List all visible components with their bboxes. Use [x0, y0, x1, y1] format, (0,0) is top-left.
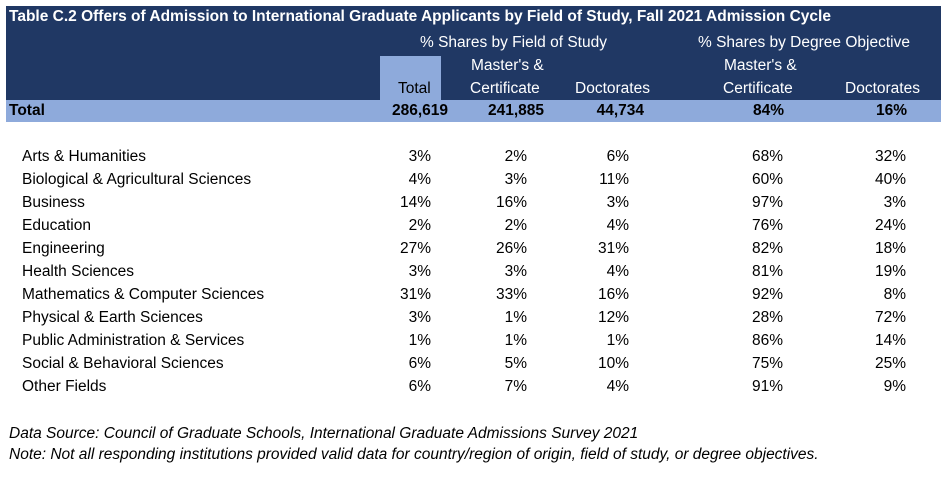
data-source-note: Data Source: Council of Graduate Schools… [9, 425, 639, 442]
row-doc: 6% [606, 148, 629, 165]
row-pct-doc: 40% [874, 171, 906, 188]
total-row-label: Total [9, 102, 45, 119]
row-pct-mc: 28% [751, 309, 783, 326]
row-pct-doc: 3% [883, 194, 906, 211]
table-row: Mathematics & Computer Sciences 31% 33% … [6, 283, 941, 306]
row-label: Education [22, 217, 91, 234]
col-header-mc2-line2: Certificate [723, 80, 793, 97]
row-total: 2% [408, 217, 431, 234]
row-total: 27% [399, 240, 431, 257]
total-row-total: 286,619 [391, 102, 448, 119]
row-total: 1% [408, 332, 431, 349]
row-mc: 2% [504, 217, 527, 234]
row-mc: 2% [504, 148, 527, 165]
row-pct-mc: 97% [751, 194, 783, 211]
row-mc: 3% [504, 171, 527, 188]
table-title: Table C.2 Offers of Admission to Interna… [6, 6, 941, 28]
row-pct-mc: 86% [751, 332, 783, 349]
row-label: Physical & Earth Sciences [22, 309, 203, 326]
total-column-header-highlight [380, 56, 441, 100]
row-pct-doc: 18% [874, 240, 906, 257]
row-label: Health Sciences [22, 263, 135, 280]
row-total: 3% [408, 263, 431, 280]
row-total: 3% [408, 148, 431, 165]
row-mc: 26% [495, 240, 527, 257]
table-row: Engineering 27% 26% 31% 82% 18% [6, 237, 941, 260]
row-mc: 33% [495, 286, 527, 303]
col-header-mc-line2: Certificate [470, 80, 540, 97]
total-row-mc: 241,885 [487, 102, 544, 119]
row-pct-doc: 9% [883, 378, 906, 395]
row-pct-doc: 19% [874, 263, 906, 280]
row-doc: 1% [606, 332, 629, 349]
row-label: Social & Behavioral Sciences [22, 355, 224, 372]
row-total: 3% [408, 309, 431, 326]
row-label: Arts & Humanities [22, 148, 147, 165]
table-row: Arts & Humanities 3% 2% 6% 68% 32% [6, 145, 941, 168]
col-header-total: Total [398, 80, 431, 97]
row-pct-mc: 60% [751, 171, 783, 188]
row-doc: 16% [597, 286, 629, 303]
col-header-doctorates-2: Doctorates [845, 80, 920, 97]
row-doc: 3% [606, 194, 629, 211]
row-pct-mc: 81% [751, 263, 783, 280]
row-doc: 4% [606, 217, 629, 234]
row-label: Other Fields [22, 378, 107, 395]
row-label: Business [22, 194, 85, 211]
table-row: Public Administration & Services 1% 1% 1… [6, 329, 941, 352]
table-row: Education 2% 2% 4% 76% 24% [6, 214, 941, 237]
row-pct-mc: 68% [751, 148, 783, 165]
row-pct-mc: 82% [751, 240, 783, 257]
table-row: Health Sciences 3% 3% 4% 81% 19% [6, 260, 941, 283]
row-mc: 1% [504, 332, 527, 349]
row-pct-mc: 91% [751, 378, 783, 395]
row-doc: 31% [597, 240, 629, 257]
table-row: Physical & Earth Sciences 3% 1% 12% 28% … [6, 306, 941, 329]
row-pct-mc: 76% [751, 217, 783, 234]
col-header-mc2-line1: Master's & [724, 57, 797, 74]
row-total: 6% [408, 378, 431, 395]
table-row: Biological & Agricultural Sciences 4% 3%… [6, 168, 941, 191]
row-label: Biological & Agricultural Sciences [22, 171, 252, 188]
row-label: Mathematics & Computer Sciences [22, 286, 265, 303]
row-doc: 11% [599, 171, 629, 188]
row-pct-mc: 75% [751, 355, 783, 372]
row-mc: 5% [504, 355, 527, 372]
degree-objective-group-header: % Shares by Degree Objective [698, 34, 910, 51]
table-row: Other Fields 6% 7% 4% 91% 9% [6, 375, 941, 398]
row-mc: 16% [495, 194, 527, 211]
total-row: Total 286,619 241,885 44,734 84% 16% [6, 100, 941, 122]
col-header-mc-line1: Master's & [471, 57, 544, 74]
row-pct-mc: 92% [751, 286, 783, 303]
row-mc: 7% [504, 378, 527, 395]
total-row-pct-mc: 84% [752, 102, 784, 119]
row-label: Engineering [22, 240, 105, 257]
row-total: 31% [399, 286, 431, 303]
row-pct-doc: 72% [874, 309, 906, 326]
row-pct-doc: 32% [874, 148, 906, 165]
table-row: Business 14% 16% 3% 97% 3% [6, 191, 941, 214]
footnote: Note: Not all responding institutions pr… [9, 446, 819, 463]
row-doc: 12% [597, 309, 629, 326]
row-doc: 4% [606, 263, 629, 280]
total-row-doc: 44,734 [596, 102, 644, 119]
row-mc: 3% [504, 263, 527, 280]
total-row-pct-doc: 16% [875, 102, 907, 119]
row-pct-doc: 8% [883, 286, 906, 303]
row-label: Public Administration & Services [22, 332, 245, 349]
row-total: 6% [408, 355, 431, 372]
field-of-study-group-header: % Shares by Field of Study [420, 34, 607, 51]
row-doc: 4% [606, 378, 629, 395]
row-doc: 10% [597, 355, 629, 372]
row-pct-doc: 25% [874, 355, 906, 372]
table-row: Social & Behavioral Sciences 6% 5% 10% 7… [6, 352, 941, 375]
row-total: 4% [408, 171, 431, 188]
table-header [6, 28, 941, 100]
row-mc: 1% [504, 309, 527, 326]
row-pct-doc: 24% [874, 217, 906, 234]
col-header-doctorates: Doctorates [575, 80, 650, 97]
row-total: 14% [399, 194, 431, 211]
row-pct-doc: 14% [874, 332, 906, 349]
